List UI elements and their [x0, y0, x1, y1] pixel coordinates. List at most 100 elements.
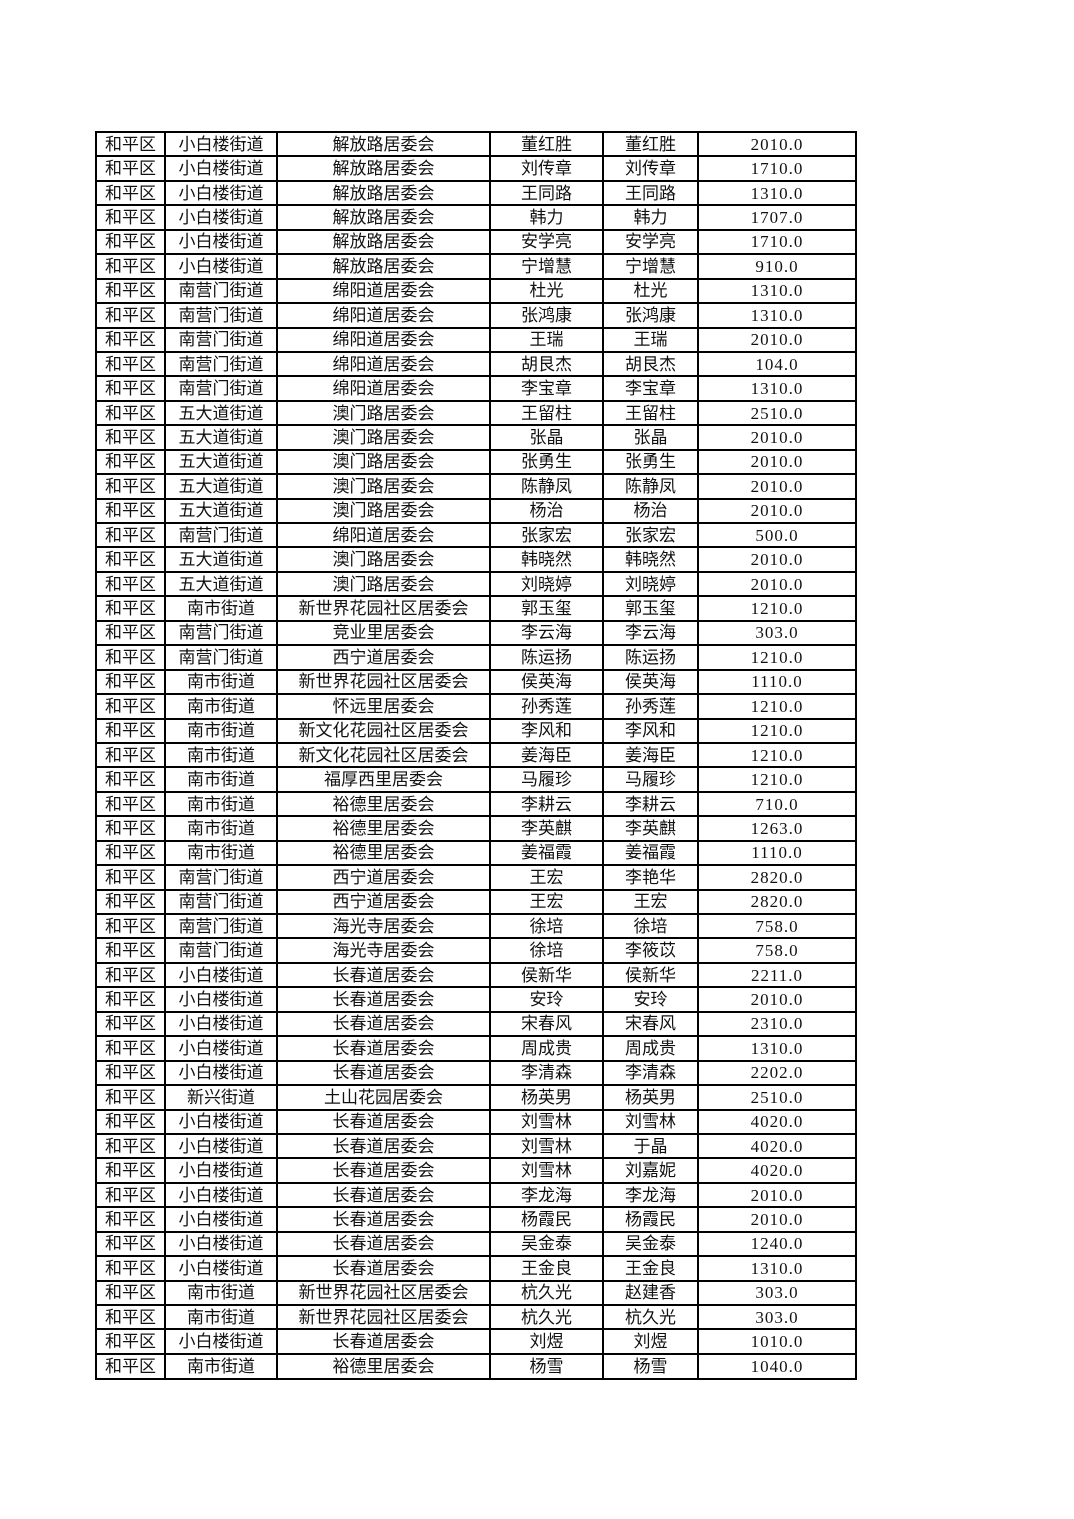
table-cell-street: 南营门街道	[164, 302, 278, 329]
table-cell-amount: 104.0	[697, 350, 857, 378]
table-cell-committee: 解放路居委会	[276, 179, 491, 207]
table-row: 和平区 小白楼街道 长春道居委会 周成贵 周成贵 1310.0	[95, 1035, 857, 1062]
table-cell-amount: 1310.0	[697, 1035, 857, 1062]
table-cell-district: 和平区	[95, 302, 166, 329]
table-cell-name-b: 姜海臣	[602, 741, 699, 769]
table-row: 和平区 小白楼街道 长春道居委会 安玲 安玲 2010.0	[95, 986, 857, 1013]
table-cell-name-b: 宁增慧	[602, 253, 699, 280]
table-cell-amount: 2010.0	[697, 424, 857, 451]
table-cell-district: 和平区	[95, 912, 166, 940]
table-cell-street: 五大道街道	[164, 497, 278, 525]
table-row: 和平区 小白楼街道 解放路居委会 王同路 王同路 1310.0	[95, 179, 857, 207]
table-row: 和平区 南市街道 裕德里居委会 杨雪 杨雪 1040.0	[95, 1352, 857, 1381]
table-cell-district: 和平区	[95, 1084, 166, 1111]
table-cell-amount: 1240.0	[697, 1230, 857, 1258]
table-cell-name-b: 侯新华	[602, 961, 699, 989]
table-cell-street: 南市街道	[164, 741, 278, 769]
table-cell-committee: 绵阳道居委会	[276, 277, 491, 305]
table-cell-name-a: 张勇生	[489, 448, 604, 476]
table-cell-name-b: 李艳华	[602, 864, 699, 891]
table-cell-amount: 1263.0	[697, 815, 857, 842]
table-cell-district: 和平区	[95, 448, 166, 476]
table-cell-name-b: 张家宏	[602, 521, 699, 549]
table-cell-district: 和平区	[95, 961, 166, 989]
table-cell-district: 和平区	[95, 546, 166, 573]
table-body: 和平区 小白楼街道 解放路居委会 董红胜 董红胜 2010.0 和平区 小白楼街道 解放路居委会…	[95, 130, 857, 1381]
table-cell-street: 南市街道	[164, 717, 278, 744]
table-cell-district: 和平区	[95, 1010, 166, 1038]
table-row: 和平区 南营门街道 绵阳道居委会 张鸿康 张鸿康 1310.0	[95, 302, 857, 329]
table-cell-district: 和平区	[95, 888, 166, 916]
table-cell-name-a: 王同路	[489, 179, 604, 207]
table-cell-street: 小白楼街道	[164, 179, 278, 207]
table-row: 和平区 小白楼街道 长春道居委会 杨霞民 杨霞民 2010.0	[95, 1206, 857, 1233]
table-cell-name-b: 赵建香	[602, 1279, 699, 1307]
table-cell-name-b: 马履珍	[602, 766, 699, 793]
table-cell-district: 和平区	[95, 1255, 166, 1282]
table-cell-district: 和平区	[95, 155, 166, 182]
table-cell-street: 南营门街道	[164, 888, 278, 916]
residents-table: 和平区 小白楼街道 解放路居委会 董红胜 董红胜 2010.0 和平区 小白楼街道 解放路居委会…	[95, 130, 857, 1381]
table-cell-street: 南市街道	[164, 595, 278, 622]
table-cell-street: 五大道街道	[164, 473, 278, 500]
table-cell-district: 和平区	[95, 399, 166, 427]
table-cell-name-a: 刘晓婷	[489, 570, 604, 598]
table-cell-committee: 解放路居委会	[276, 228, 491, 256]
table-row: 和平区 小白楼街道 长春道居委会 侯新华 侯新华 2211.0	[95, 961, 857, 989]
table-cell-committee: 澳门路居委会	[276, 570, 491, 598]
table-cell-district: 和平区	[95, 986, 166, 1013]
table-cell-amount: 2010.0	[697, 326, 857, 353]
table-cell-name-b: 郭玉玺	[602, 595, 699, 622]
table-cell-amount: 2010.0	[697, 473, 857, 500]
table-row: 和平区 小白楼街道 长春道居委会 刘雪林 刘嘉妮 4020.0	[95, 1157, 857, 1184]
table-row: 和平区 小白楼街道 解放路居委会 韩力 韩力 1707.0	[95, 204, 857, 231]
table-cell-amount: 2211.0	[697, 961, 857, 989]
table-cell-district: 和平区	[95, 228, 166, 256]
table-cell-amount: 4020.0	[697, 1108, 857, 1135]
table-cell-committee: 新文化花园社区居委会	[276, 741, 491, 769]
table-cell-committee: 澳门路居委会	[276, 473, 491, 500]
table-cell-street: 小白楼街道	[164, 1328, 278, 1355]
table-cell-street: 南市街道	[164, 668, 278, 696]
table-row: 和平区 小白楼街道 解放路居委会 刘传章 刘传章 1710.0	[95, 155, 857, 182]
table-cell-name-b: 刘嘉妮	[602, 1157, 699, 1184]
table-row: 和平区 南营门街道 西宁道居委会 王宏 李艳华 2820.0	[95, 864, 857, 891]
table-row: 和平区 五大道街道 澳门路居委会 刘晓婷 刘晓婷 2010.0	[95, 570, 857, 598]
table-cell-amount: 1110.0	[697, 839, 857, 867]
table-cell-street: 五大道街道	[164, 448, 278, 476]
table-cell-district: 和平区	[95, 497, 166, 525]
table-cell-name-b: 王留柱	[602, 399, 699, 427]
table-cell-district: 和平区	[95, 1303, 166, 1331]
table-cell-name-b: 周成贵	[602, 1035, 699, 1062]
table-cell-street: 五大道街道	[164, 399, 278, 427]
table-cell-committee: 澳门路居委会	[276, 448, 491, 476]
table-row: 和平区 南市街道 怀远里居委会 孙秀莲 孙秀莲 1210.0	[95, 693, 857, 720]
table-cell-amount: 2202.0	[697, 1059, 857, 1087]
table-cell-amount: 500.0	[697, 521, 857, 549]
table-cell-amount: 2010.0	[697, 130, 857, 158]
table-cell-street: 五大道街道	[164, 570, 278, 598]
table-row: 和平区 南市街道 裕德里居委会 李英麒 李英麒 1263.0	[95, 815, 857, 842]
table-cell-name-a: 杭久光	[489, 1279, 604, 1307]
table-cell-name-a: 刘传章	[489, 155, 604, 182]
table-cell-amount: 1710.0	[697, 155, 857, 182]
table-cell-name-b: 杨英男	[602, 1084, 699, 1111]
table-row: 和平区 南市街道 新文化花园社区居委会 姜海臣 姜海臣 1210.0	[95, 741, 857, 769]
table-cell-street: 南营门街道	[164, 350, 278, 378]
table-row: 和平区 小白楼街道 解放路居委会 宁增慧 宁增慧 910.0	[95, 253, 857, 280]
table-cell-committee: 长春道居委会	[276, 1255, 491, 1282]
table-cell-amount: 1210.0	[697, 741, 857, 769]
table-cell-amount: 2820.0	[697, 888, 857, 916]
table-cell-street: 小白楼街道	[164, 1059, 278, 1087]
table-cell-name-a: 李清森	[489, 1059, 604, 1087]
table-cell-name-b: 刘雪林	[602, 1108, 699, 1135]
table-cell-street: 南营门街道	[164, 912, 278, 940]
table-row: 和平区 五大道街道 澳门路居委会 陈静凤 陈静凤 2010.0	[95, 473, 857, 500]
table-cell-district: 和平区	[95, 253, 166, 280]
table-cell-committee: 解放路居委会	[276, 155, 491, 182]
table-cell-district: 和平区	[95, 741, 166, 769]
table-cell-name-a: 刘雪林	[489, 1157, 604, 1184]
table-cell-district: 和平区	[95, 130, 166, 158]
table-cell-name-a: 侯新华	[489, 961, 604, 989]
table-cell-amount: 1040.0	[697, 1352, 857, 1381]
